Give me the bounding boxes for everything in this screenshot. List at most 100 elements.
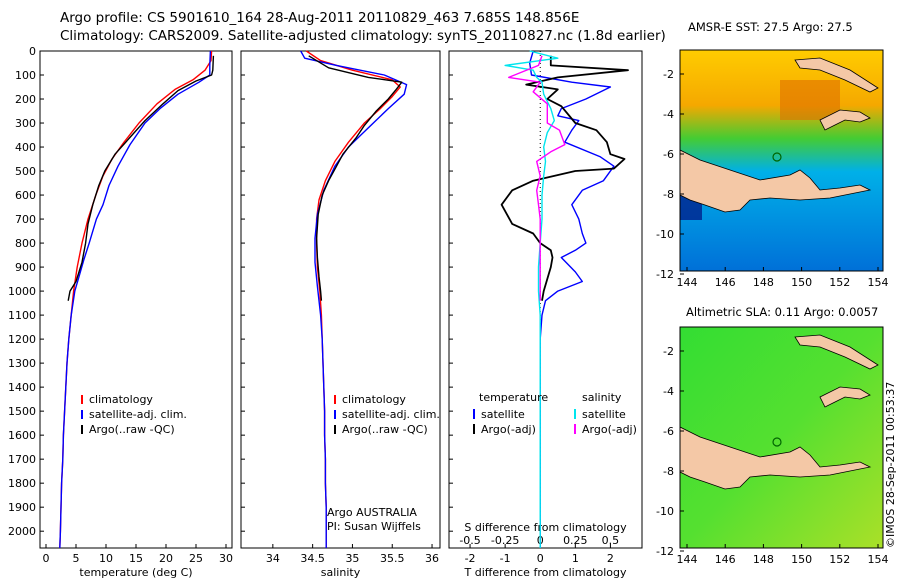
y-tick-label: 100 [15, 69, 36, 82]
map-ytick-label: -10 [656, 505, 674, 518]
temperature-series-satellite-adj-clim- [59, 50, 212, 549]
y-tick-label: 1100 [8, 309, 36, 322]
difference-legend-t-label: satellite [481, 408, 525, 421]
header-line-1: Argo profile: CS 5901610_164 28-Aug-2011… [60, 10, 580, 26]
map-ytick-label: -12 [656, 268, 674, 281]
sla-map-title: Altimetric SLA: 0.11 Argo: 0.0057 [686, 305, 879, 319]
difference-x2tick-label: -0.5 [459, 534, 480, 547]
map-0-axes: 144 146 148 150 152 154 -2 -4 -6 -8 -10 -12 [656, 68, 888, 289]
map-xtick-label: 148 [753, 553, 774, 566]
y-tick-label: 1700 [8, 453, 36, 466]
sst-map [679, 49, 884, 272]
difference-panel: -2 -1 0 1 2-0.5 -0.25 0 0.25 0.5S difference fro… [448, 50, 643, 579]
map-xtick-label: 150 [791, 553, 812, 566]
y-tick-label: 1800 [8, 477, 36, 490]
salinity-xtick-label: 36 [425, 552, 439, 565]
temperature-xtick-label: 20 [159, 552, 173, 565]
map-ytick-label: -10 [656, 228, 674, 241]
difference-xlabel: T difference from climatology [464, 566, 627, 579]
salinity-xtick-label: 34 [266, 552, 280, 565]
salinity-xlabel: salinity [321, 566, 361, 579]
temperature-xtick-label: 15 [129, 552, 143, 565]
map-ytick-label: -12 [656, 545, 674, 558]
difference-x2tick-label: -0.25 [491, 534, 519, 547]
difference-xtick-label: -1 [500, 552, 511, 565]
map-xtick-label: 152 [829, 276, 850, 289]
map-ytick-label: -2 [663, 345, 674, 358]
map-ytick-label: -2 [663, 68, 674, 81]
difference-x2tick-label: 0.25 [563, 534, 588, 547]
map-ytick-label: -4 [663, 385, 674, 398]
y-tick-label: 1000 [8, 285, 36, 298]
temperature-legend-label: Argo(..raw -QC) [89, 423, 175, 436]
y-tick-label: 1600 [8, 429, 36, 442]
sla-land-newbritain [819, 386, 871, 408]
difference-x2label: S difference from climatology [464, 521, 627, 534]
y-tick-label: 1200 [8, 333, 36, 346]
map-xtick-label: 148 [753, 276, 774, 289]
temperature-xtick-label: 10 [99, 552, 113, 565]
sla-land-newireland [794, 334, 879, 370]
difference-legend-temperature-title: temperature [479, 391, 548, 404]
map-xtick-label: 150 [791, 276, 812, 289]
y-tick-label: 1400 [8, 381, 36, 394]
y-tick-label: 1500 [8, 405, 36, 418]
salinity-series-argo-raw-qc- [308, 55, 403, 301]
difference-legend-salinity-title: salinity [582, 391, 622, 404]
map-ytick-label: -6 [663, 425, 674, 438]
temperature-series-argo-raw-qc- [67, 55, 215, 301]
temperature-xlabel: temperature (deg C) [79, 566, 192, 579]
sst-warm-patch [780, 80, 840, 120]
sst-land-png [680, 149, 872, 213]
map-1-axes: 144 146 148 150 152 154 -2 -4 -6 -8 -10 -12 [656, 345, 888, 566]
temperature-legend-label: climatology [89, 393, 153, 406]
sla-map-frame [679, 326, 884, 549]
map-ytick-label: -4 [663, 108, 674, 121]
y-tick-label: 800 [15, 237, 36, 250]
difference-legend-s-label: satellite [582, 408, 626, 421]
sla-argo-marker [772, 437, 782, 447]
difference-xtick-label: 0 [537, 552, 544, 565]
map-ytick-label: -8 [663, 465, 674, 478]
map-xtick-label: 146 [715, 276, 736, 289]
salinity-annotation: Argo AUSTRALIA [327, 506, 417, 519]
y-tick-label: 900 [15, 261, 36, 274]
salinity-xtick-label: 35.5 [380, 552, 405, 565]
salinity-frame [240, 50, 441, 549]
temperature-legend-label: satellite-adj. clim. [89, 408, 187, 421]
difference-legend-t-label: Argo(-adj) [481, 423, 536, 436]
salinity-xtick-label: 34.5 [300, 552, 325, 565]
salinity-panel: 34 34.5 35 35.5 36 salinity climatology satelli… [240, 50, 441, 579]
y-tick-label: 1300 [8, 357, 36, 370]
difference-xtick-label: -2 [465, 552, 476, 565]
map-xtick-label: 152 [829, 553, 850, 566]
difference-xtick-label: 1 [572, 552, 579, 565]
map-xtick-label: 154 [868, 276, 889, 289]
salinity-legend-label: satellite-adj. clim. [342, 408, 440, 421]
salinity-legend-label: climatology [342, 393, 406, 406]
map-ytick-label: -8 [663, 188, 674, 201]
temperature-xtick-label: 30 [219, 552, 233, 565]
sst-land-newbritain [819, 109, 871, 131]
difference-series-t-satellite [529, 50, 615, 548]
y-tick-label: 200 [15, 93, 36, 106]
y-tick-label: 0 [29, 45, 36, 58]
sst-map-title: AMSR-E SST: 27.5 Argo: 27.5 [688, 20, 853, 34]
salinity-series-satellite-adj-clim- [300, 50, 408, 548]
sst-argo-marker [772, 152, 782, 162]
map-xtick-label: 146 [715, 553, 736, 566]
salinity-xtick-label: 35 [345, 552, 359, 565]
temperature-xtick-label: 0 [43, 552, 50, 565]
salinity-legend-label: Argo(..raw -QC) [342, 423, 428, 436]
difference-xtick-label: 2 [607, 552, 614, 565]
temperature-panel: 0100200300400500600700800900100011001200… [8, 45, 233, 579]
temperature-xtick-label: 25 [189, 552, 203, 565]
map-xtick-label: 154 [868, 553, 889, 566]
temperature-frame [39, 50, 233, 549]
sla-map [679, 326, 884, 549]
temperature-xtick-label: 5 [73, 552, 80, 565]
sla-map-field [680, 327, 883, 548]
y-tick-label: 1900 [8, 501, 36, 514]
header-line-2: Climatology: CARS2009. Satellite-adjuste… [60, 28, 666, 44]
